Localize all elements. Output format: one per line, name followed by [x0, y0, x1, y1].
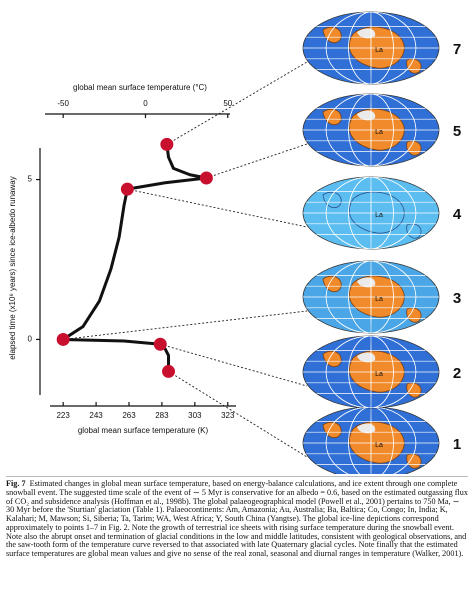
panel-label: 5	[453, 123, 461, 140]
data-point	[199, 171, 213, 185]
continent-label: La	[375, 296, 383, 303]
connector	[168, 371, 308, 458]
y-tick-label: 5	[28, 175, 33, 184]
panel-label: 3	[453, 290, 461, 307]
map-panel: La 3	[302, 260, 461, 334]
x-tick-label: 243	[89, 411, 103, 420]
caption-label: Fig. 7	[6, 479, 26, 488]
map-panel: La 5	[302, 93, 461, 167]
data-point	[153, 337, 167, 351]
map-content	[303, 336, 439, 408]
caption: Fig. 7 Estimated changes in global mean s…	[6, 476, 468, 559]
continent-label: La	[375, 371, 383, 378]
data-point	[162, 364, 176, 378]
map-content	[303, 407, 439, 479]
map-panel: La 7	[302, 11, 461, 85]
map-content	[303, 94, 439, 166]
x-tick-label: 223	[56, 411, 70, 420]
map-panel: La 2	[302, 335, 461, 409]
x2-tick-label: 50	[223, 99, 232, 108]
y-tick-label: 0	[28, 335, 33, 344]
x2-tick-label: 0	[143, 99, 148, 108]
continent-label: La	[375, 212, 383, 219]
map-content	[303, 261, 439, 333]
x-axis-title: global mean surface temperature (K)	[78, 426, 209, 435]
data-point	[120, 182, 134, 196]
data-point	[56, 332, 70, 346]
continent-label: La	[375, 442, 383, 449]
y-axis-title: elapsed time (x10⁶ years) since ice-albe…	[8, 176, 17, 359]
x2-axis-title: global mean surface temperature (°C)	[73, 83, 207, 92]
map-content	[303, 12, 439, 84]
panel-label: 7	[453, 41, 461, 58]
data-point	[160, 137, 174, 151]
x-tick-label: 303	[188, 411, 202, 420]
panel-label: 2	[453, 365, 461, 382]
panel-label: 1	[453, 436, 461, 453]
map-panel: La 1	[302, 406, 461, 480]
connector	[206, 143, 308, 179]
x2-tick-label: -50	[57, 99, 69, 108]
connector	[166, 61, 308, 145]
panel-label: 4	[453, 206, 462, 223]
x-tick-label: 323	[221, 411, 235, 420]
continent-label: La	[375, 129, 383, 136]
connector	[127, 188, 308, 228]
caption-text: Estimated changes in global mean surface…	[6, 479, 468, 558]
continent-label: La	[375, 47, 383, 54]
connector	[63, 310, 308, 340]
x-tick-label: 263	[122, 411, 136, 420]
map-panel: La 4	[302, 176, 462, 250]
x-tick-label: 283	[155, 411, 169, 420]
connector	[160, 343, 308, 387]
figure: global mean surface temperature (°C) glo…	[8, 11, 462, 480]
map-content	[303, 177, 439, 249]
